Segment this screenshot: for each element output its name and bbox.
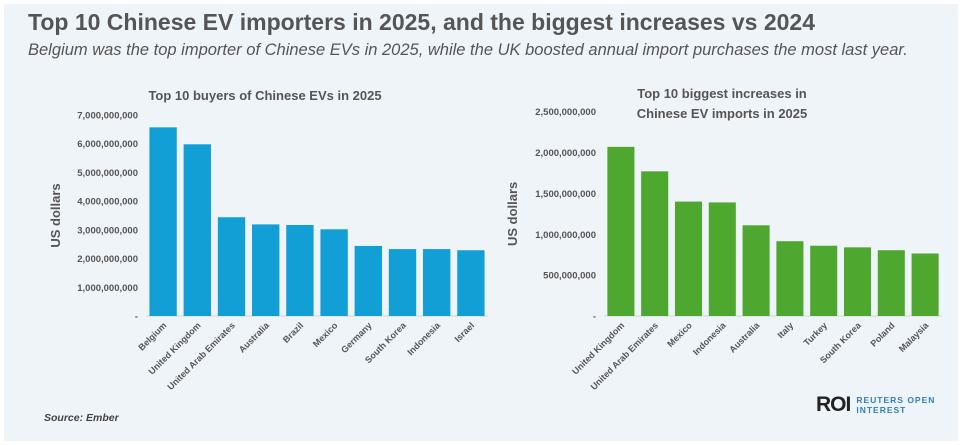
page-title: Top 10 Chinese EV importers in 2025, and… [28, 9, 815, 35]
x-tick-label: Australia [727, 320, 762, 355]
y-tick-label: 7,000,000,000 [77, 111, 138, 122]
x-tick-label: Turkey [802, 320, 829, 347]
y-tick-label: 2,500,000,000 [535, 107, 596, 118]
x-tick-label: Israel [453, 320, 477, 344]
bar [423, 249, 451, 316]
bar [911, 253, 939, 316]
chart-title: Top 10 buyers of Chinese EVs in 2025 [148, 88, 381, 103]
y-tick-label: 4,000,000,000 [77, 197, 138, 208]
bar [320, 229, 348, 316]
bar [354, 245, 382, 316]
y-axis-label: US dollars [48, 183, 63, 247]
chart-title: Top 10 biggest increases in [637, 86, 807, 101]
bar [641, 171, 669, 316]
x-tick-label: Indonesia [691, 320, 728, 357]
bar [286, 224, 314, 316]
bar [183, 144, 211, 316]
y-tick-label: - [135, 312, 138, 323]
y-axis-label: US dollars [505, 182, 520, 246]
x-tick-label: United Arab Emirates [589, 320, 661, 392]
logo-text: REUTERS OPEN INTEREST [856, 395, 936, 415]
y-tick-label: 1,000,000,000 [77, 283, 138, 294]
y-tick-label: 500,000,000 [543, 271, 596, 282]
bar [742, 225, 770, 316]
bar [674, 201, 703, 316]
bar [457, 250, 485, 316]
bar [877, 250, 905, 316]
x-tick-label: Australia [237, 320, 272, 355]
y-tick-label: 2,000,000,000 [77, 254, 138, 265]
y-tick-label: 1,500,000,000 [535, 189, 596, 200]
x-tick-label: United Arab Emirates [165, 320, 237, 392]
x-tick-label: Germany [339, 320, 374, 355]
bar [388, 249, 417, 316]
bar [776, 241, 804, 316]
bar [252, 224, 280, 316]
bar [217, 217, 246, 316]
bar [810, 245, 838, 316]
x-tick-label: Mexico [311, 320, 340, 349]
source-note: Source: Ember [44, 412, 119, 424]
x-tick-label: Poland [868, 320, 896, 348]
x-tick-label: Malaysia [897, 320, 931, 354]
y-tick-label: 3,000,000,000 [77, 225, 138, 236]
bar [708, 202, 736, 316]
bar [607, 146, 635, 316]
x-tick-label: Brazil [281, 320, 305, 344]
x-tick-label: Mexico [665, 320, 694, 349]
y-tick-label: 6,000,000,000 [77, 139, 138, 150]
x-tick-label: Belgium [136, 320, 168, 352]
y-tick-label: - [593, 312, 596, 323]
y-tick-label: 2,000,000,000 [535, 148, 596, 159]
y-tick-label: 5,000,000,000 [77, 168, 138, 179]
x-tick-label: Italy [776, 320, 796, 340]
y-tick-label: 1,000,000,000 [535, 230, 596, 241]
chart-title: Chinese EV imports in 2025 [637, 106, 808, 121]
bar [843, 247, 872, 316]
x-tick-label: Indonesia [405, 320, 442, 357]
roi-logo: ROI REUTERS OPEN INTEREST [816, 393, 935, 417]
bar [149, 127, 177, 317]
logo-mark: ROI [816, 393, 851, 416]
page-subtitle: Belgium was the top importer of Chinese … [28, 41, 908, 59]
